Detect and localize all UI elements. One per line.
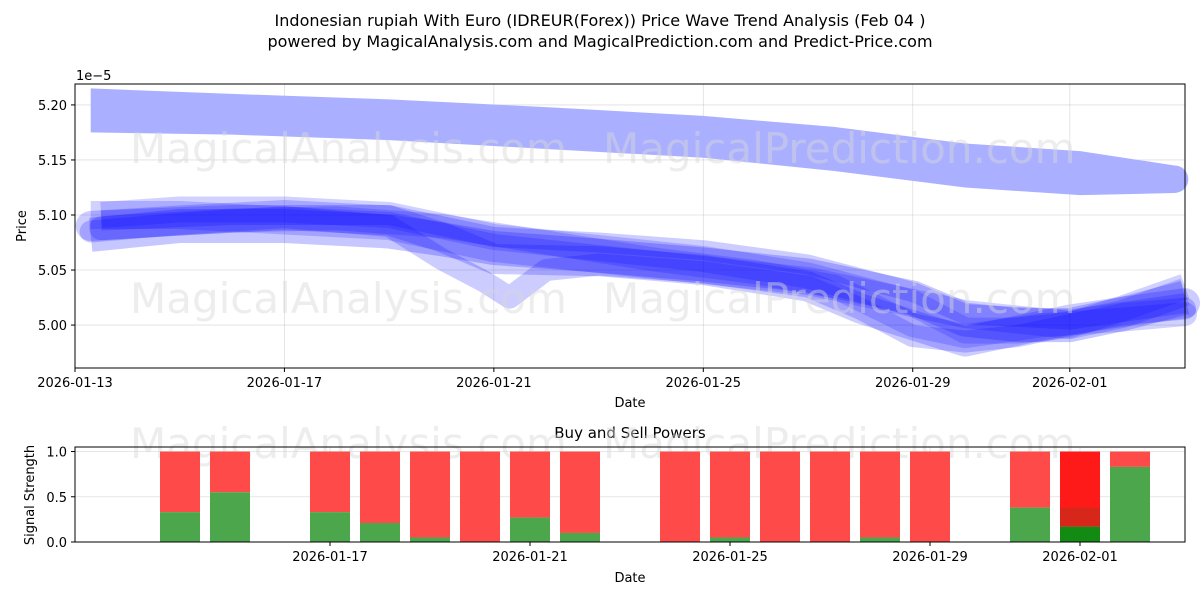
buy-power-bar xyxy=(860,537,900,542)
sell-power-bar xyxy=(910,451,950,542)
buy-power-bar xyxy=(410,537,450,542)
top-x-tick-label: 2026-01-13 xyxy=(37,376,113,391)
buy-power-bar xyxy=(710,537,750,542)
bottom-x-tick-label: 2026-01-17 xyxy=(292,550,368,565)
bottom-y-axis-label: Signal Strength xyxy=(23,445,38,545)
sell-power-bar xyxy=(710,451,750,538)
top-x-tick-label: 2026-01-17 xyxy=(247,376,323,391)
sell-power-bar xyxy=(1110,451,1150,467)
bottom-x-tick-label: 2026-01-29 xyxy=(892,550,968,565)
watermark-right: MagicalPrediction.com xyxy=(603,124,1076,173)
buy-sell-panel: Buy and Sell Powers MagicalAnalysis.com … xyxy=(23,419,1186,586)
buy-power-bar xyxy=(360,523,400,542)
top-x-tick-label: 2026-02-01 xyxy=(1032,376,1108,391)
bottom-axes-frame xyxy=(74,446,1186,543)
buy-power-bar xyxy=(510,517,550,542)
y-exponent-label: 1e−5 xyxy=(76,69,111,84)
price-wave-panel: MagicalAnalysis.com MagicalPrediction.co… xyxy=(15,69,1200,411)
sell-power-bar xyxy=(410,451,450,538)
watermark-left: MagicalAnalysis.com xyxy=(130,124,567,173)
chart-title-line1: Indonesian rupiah With Euro (IDREUR(Fore… xyxy=(275,11,926,30)
top-x-tick-label: 2026-01-25 xyxy=(666,376,742,391)
bottom-ticks: 2026-01-17 2026-01-21 2026-01-25 2026-01-29… xyxy=(46,446,1117,565)
sell-power-bar xyxy=(360,451,400,523)
upper-band-layer xyxy=(90,88,1189,196)
sell-power-bar xyxy=(560,451,600,533)
buy-power-bar xyxy=(1110,466,1150,542)
wave-series-5 xyxy=(100,205,1187,330)
top-x-tick-label: 2026-01-21 xyxy=(456,376,532,391)
buy-power-bar xyxy=(1060,526,1100,542)
buy-power-bar xyxy=(160,512,200,542)
bottom-x-tick-label: 2026-01-25 xyxy=(692,550,768,565)
wave-series-7 xyxy=(90,201,1190,340)
chart-title-line2: powered by MagicalAnalysis.com and Magic… xyxy=(267,32,932,51)
wave-series-6 xyxy=(89,206,1197,349)
sell-power-bar xyxy=(160,451,200,513)
buy-power-bar xyxy=(560,532,600,542)
top-ticks: 2026-01-13 2026-01-17 2026-01-21 2026-01-25… xyxy=(37,99,1107,391)
wave-layer xyxy=(75,196,1200,357)
top-y-tick-label: 5.10 xyxy=(38,209,67,224)
bottom-x-tick-label: 2026-01-21 xyxy=(492,550,568,565)
buy-power-bar xyxy=(210,492,250,542)
sell-power-bar xyxy=(660,451,700,542)
wave-series-3 xyxy=(100,196,1190,344)
top-x-axis-label: Date xyxy=(614,396,645,411)
sell-power-bar xyxy=(810,451,850,542)
top-y-tick-label: 5.20 xyxy=(38,99,67,114)
bottom-y-tick-label: 1.0 xyxy=(46,446,67,461)
upper-wave-cap xyxy=(1160,165,1189,193)
watermark-left-2: MagicalAnalysis.com xyxy=(130,274,567,323)
buy-power-bar xyxy=(310,512,350,542)
sell-power-bar xyxy=(460,451,500,542)
bottom-chart-title: Buy and Sell Powers xyxy=(554,424,706,442)
bottom-x-axis-label: Date xyxy=(614,571,645,586)
bars-layer xyxy=(160,451,1150,542)
upper-wave-band xyxy=(90,88,1175,196)
bottom-x-tick-label: 2026-02-01 xyxy=(1042,550,1118,565)
bottom-y-tick-label: 0.0 xyxy=(46,536,67,551)
watermark-right-2: MagicalPrediction.com xyxy=(603,274,1076,323)
wave-series-1 xyxy=(89,209,1190,343)
top-axes-frame xyxy=(74,83,1186,369)
sell-power-bar xyxy=(1010,451,1050,508)
top-x-tick-label: 2026-01-29 xyxy=(875,376,951,391)
sell-power-bar xyxy=(860,451,900,538)
wave-series-4 xyxy=(79,206,1196,353)
buy-power-bar xyxy=(1010,507,1050,542)
sell-power-bar xyxy=(760,451,800,542)
top-y-tick-label: 5.05 xyxy=(38,264,67,279)
top-y-tick-label: 5.00 xyxy=(38,319,67,334)
wave-series-2 xyxy=(75,200,1200,357)
bottom-y-tick-label: 0.5 xyxy=(46,491,67,506)
sell-power-bar xyxy=(510,451,550,518)
sell-power-bar xyxy=(210,451,250,493)
top-y-tick-label: 5.15 xyxy=(38,154,67,169)
sell-power-bar xyxy=(310,451,350,513)
top-y-axis-label: Price xyxy=(15,210,30,242)
strong-sell-band xyxy=(1060,507,1100,527)
